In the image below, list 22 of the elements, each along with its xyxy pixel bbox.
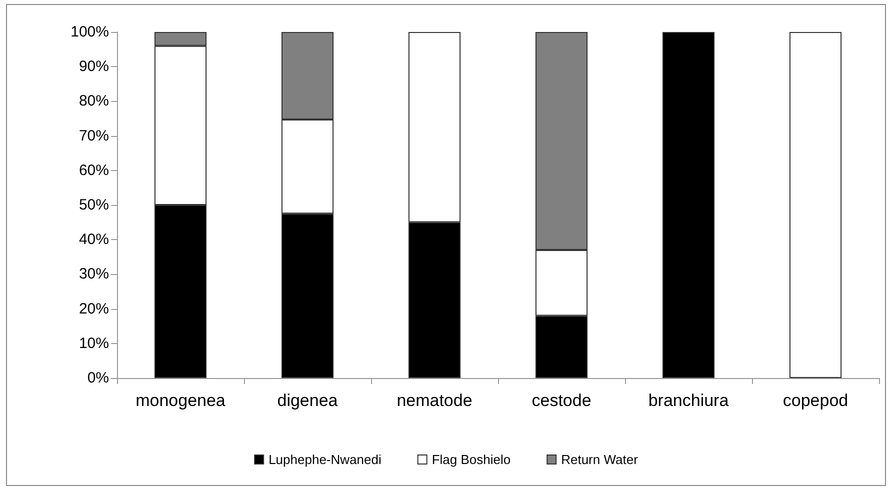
legend-label: Luphephe-Nwanedi [268, 452, 382, 467]
y-tick-label: 60% [78, 162, 109, 179]
x-tick-label: copepod [782, 391, 848, 410]
y-tick-label: 0% [87, 370, 109, 386]
y-tick-label: 10% [78, 334, 109, 352]
legend-label: Flag Boshielo [432, 452, 511, 467]
y-tick-label: 70% [78, 127, 109, 144]
bar [662, 32, 715, 378]
y-tick-label: 30% [78, 266, 109, 283]
y-tick-label: 20% [78, 300, 109, 318]
x-tick-label: cestode [532, 391, 592, 410]
legend-label: Return Water [561, 452, 639, 467]
x-tick-label: branchiura [648, 391, 730, 410]
x-tick-label: nematode [396, 391, 472, 410]
y-tick-label: 40% [78, 231, 109, 248]
x-tick-label: digenea [277, 391, 338, 410]
x-tick-label: monogenea [136, 391, 226, 410]
y-tick-label: 80% [78, 92, 109, 110]
bar [789, 32, 842, 378]
y-tick-label: 100% [70, 24, 109, 40]
y-tick-label: 50% [78, 196, 109, 214]
y-tick-label: 90% [78, 58, 109, 76]
